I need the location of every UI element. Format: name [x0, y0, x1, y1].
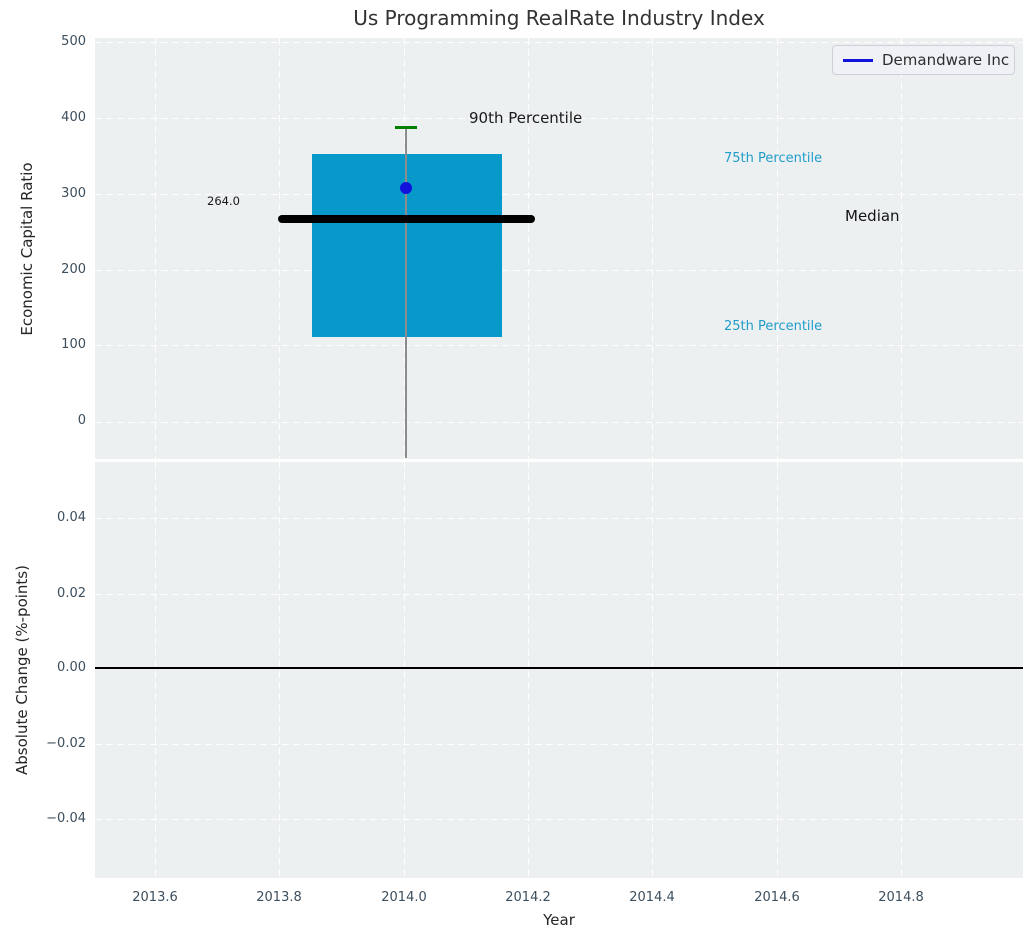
median-value-label: 264.0	[207, 194, 240, 208]
gridline-vertical	[652, 38, 653, 459]
gridline-vertical	[777, 38, 778, 459]
gridline-horizontal	[95, 41, 1023, 43]
ytick-top: 200	[61, 262, 86, 277]
top-axes: 264.0 90th Percentile 75th Percentile Me…	[95, 38, 1023, 459]
ytick-bottom: −0.04	[46, 811, 86, 826]
legend: Demandware Inc	[832, 45, 1015, 75]
ytick-top: 100	[61, 337, 86, 352]
ytick-top: 300	[61, 186, 86, 201]
ytick-top: 400	[61, 110, 86, 125]
ytick-top: 0	[77, 413, 86, 428]
ytick-bottom: 0.00	[57, 660, 86, 675]
ytick-top: 500	[61, 34, 86, 49]
bottom-axes	[95, 462, 1023, 878]
xtick: 2013.6	[132, 890, 178, 905]
gridline-vertical	[155, 38, 156, 459]
xtick: 2014.4	[629, 890, 675, 905]
chart-title: Us Programming RealRate Industry Index	[353, 6, 765, 30]
ytick-bottom: 0.04	[57, 510, 86, 525]
median-label: Median	[845, 207, 900, 225]
p25-label: 25th Percentile	[724, 319, 823, 334]
gridline-vertical	[901, 462, 902, 878]
gridline-vertical	[777, 462, 778, 878]
p75-label: 75th Percentile	[724, 151, 823, 166]
gridline-vertical	[279, 462, 280, 878]
gridline-horizontal	[95, 118, 1023, 119]
gridline-horizontal	[95, 518, 1023, 519]
gridline-vertical	[652, 462, 653, 878]
gridline-horizontal	[95, 345, 1023, 346]
top-ylabel: Economic Capital Ratio	[18, 162, 36, 336]
gridline-vertical	[528, 38, 529, 459]
xtick: 2014.0	[381, 890, 427, 905]
xtick: 2014.6	[754, 890, 800, 905]
xtick: 2014.2	[505, 890, 551, 905]
legend-line-sample	[843, 58, 873, 62]
xlabel: Year	[543, 911, 575, 929]
gridline-horizontal	[95, 269, 1023, 271]
median-line	[278, 215, 535, 223]
whisker-line	[405, 127, 407, 458]
p90-cap	[395, 126, 417, 129]
gridline-horizontal	[95, 819, 1023, 820]
ytick-bottom: −0.02	[46, 736, 86, 751]
gridline-vertical	[155, 462, 156, 878]
legend-label: Demandware Inc	[882, 51, 1010, 69]
gridline-vertical	[528, 462, 529, 878]
xtick: 2013.8	[256, 890, 302, 905]
xtick: 2014.8	[878, 890, 924, 905]
gridline-horizontal	[95, 743, 1023, 745]
bottom-ylabel: Absolute Change (%-points)	[13, 565, 31, 775]
gridline-horizontal	[95, 193, 1023, 195]
gridline-horizontal	[95, 593, 1023, 595]
gridline-horizontal	[95, 421, 1023, 423]
gridline-vertical	[404, 462, 405, 878]
company-marker	[400, 182, 412, 194]
p90-label: 90th Percentile	[469, 109, 583, 127]
zero-line	[95, 667, 1023, 669]
gridline-vertical	[279, 38, 280, 459]
gridline-vertical	[901, 38, 902, 459]
ytick-bottom: 0.02	[57, 586, 86, 601]
